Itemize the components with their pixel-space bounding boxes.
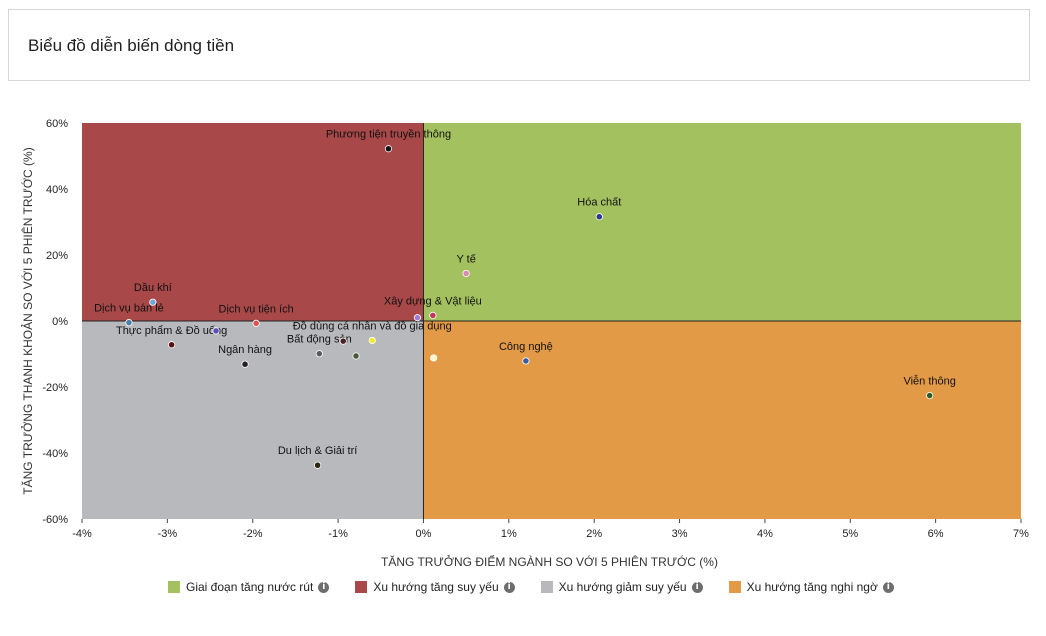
data-point xyxy=(168,341,176,349)
info-icon[interactable]: i xyxy=(318,581,330,593)
quadrant-1 xyxy=(423,123,1021,321)
data-point xyxy=(252,319,260,327)
x-axis-title: TĂNG TRƯỞNG ĐIỂM NGÀNH SO VỚI 5 PHIÊN TR… xyxy=(381,554,718,569)
x-tick-label: 2% xyxy=(586,528,602,540)
chart-header-card: Biểu đồ diễn biến dòng tiền xyxy=(8,9,1030,81)
data-point-label: Du lịch & Giải trí xyxy=(278,445,357,457)
data-point-label: Đồ dùng cá nhân và đồ gia dụng xyxy=(293,320,452,332)
data-point-label: Viễn thông xyxy=(903,375,955,388)
legend-swatch xyxy=(728,581,741,593)
x-tick-label: 0% xyxy=(416,528,432,540)
chart-legend: Giai đoạn tăng nước rút i Xu hướng tăng … xyxy=(168,578,920,596)
quadrant-2 xyxy=(82,321,424,519)
info-icon[interactable]: i xyxy=(882,581,894,593)
x-tick-label: 4% xyxy=(757,528,773,540)
data-point xyxy=(241,360,249,368)
data-point-label: Dầu khí xyxy=(134,282,172,294)
data-point-label: Công nghệ xyxy=(499,341,553,353)
legend-label: Xu hướng tăng suy yếu xyxy=(373,580,499,594)
legend-swatch xyxy=(355,581,368,593)
data-point xyxy=(315,350,323,358)
x-tick-label: 1% xyxy=(501,528,517,540)
y-tick-label: -40% xyxy=(42,448,68,460)
legend-item-doubtful-uptrend[interactable]: Xu hướng tăng nghi ngờ i xyxy=(728,580,894,594)
legend-item-weakening-downtrend[interactable]: Xu hướng giảm suy yếu i xyxy=(540,580,703,594)
data-point-label: Ngân hàng xyxy=(218,344,272,356)
data-point-label: Bất động sản xyxy=(287,334,352,346)
data-point-label: Y tế xyxy=(456,253,475,265)
data-point xyxy=(368,336,376,345)
info-icon[interactable]: i xyxy=(503,581,515,593)
y-tick-label: 20% xyxy=(46,250,68,262)
chart-title: Biểu đồ diễn biến dòng tiền xyxy=(28,36,235,55)
x-tick-label: -4% xyxy=(72,528,92,540)
y-tick-label: 40% xyxy=(46,184,68,196)
quadrant-3 xyxy=(423,321,1021,519)
legend-label: Xu hướng tăng nghi ngờ xyxy=(746,580,878,594)
data-point-label: Hóa chất xyxy=(577,197,621,209)
data-point xyxy=(926,391,934,400)
y-tick-label: -60% xyxy=(42,514,68,526)
data-point-label: Dịch vụ tiện ích xyxy=(219,303,294,315)
data-point xyxy=(430,354,438,362)
quadrant-0 xyxy=(82,123,424,321)
legend-item-acceleration[interactable]: Giai đoạn tăng nước rút i xyxy=(168,580,330,594)
x-tick-label: -2% xyxy=(243,528,263,540)
data-point xyxy=(352,352,360,360)
x-tick-label: 3% xyxy=(672,528,688,540)
data-point-label: Xây dựng & Vật liệu xyxy=(384,295,482,307)
data-point xyxy=(595,213,603,221)
data-point xyxy=(462,269,470,278)
data-point xyxy=(522,357,530,365)
y-axis-title: TĂNG TRƯỞNG THANH KHOẢN SO VỚI 5 PHIÊN T… xyxy=(20,147,35,494)
y-tick-label: 60% xyxy=(46,118,68,130)
y-tick-label: 0% xyxy=(52,316,68,328)
info-icon[interactable]: i xyxy=(691,581,703,593)
data-point-label: Thực phẩm & Đồ uống xyxy=(116,325,227,337)
data-point xyxy=(125,319,133,327)
data-point xyxy=(384,145,393,153)
data-point xyxy=(339,337,347,345)
legend-swatch xyxy=(168,581,180,593)
x-tick-label: 5% xyxy=(842,528,858,540)
data-point xyxy=(429,311,437,319)
legend-item-weakening-uptrend[interactable]: Xu hướng tăng suy yếu i xyxy=(355,580,515,594)
x-tick-label: 7% xyxy=(1013,528,1029,540)
data-point-label: Phương tiện truyền thông xyxy=(326,129,451,141)
legend-label: Giai đoạn tăng nước rút xyxy=(186,580,314,594)
legend-label: Xu hướng giảm suy yếu xyxy=(558,580,687,594)
data-point xyxy=(314,461,322,469)
data-point xyxy=(413,314,422,322)
data-point xyxy=(149,298,157,306)
data-point xyxy=(212,327,220,335)
y-tick-label: -20% xyxy=(42,382,68,394)
legend-swatch xyxy=(540,581,553,593)
x-tick-label: -3% xyxy=(158,528,178,540)
x-tick-label: 6% xyxy=(928,528,944,540)
data-point-label: Dịch vụ bán lẻ xyxy=(94,303,164,315)
x-tick-label: -1% xyxy=(328,528,348,540)
